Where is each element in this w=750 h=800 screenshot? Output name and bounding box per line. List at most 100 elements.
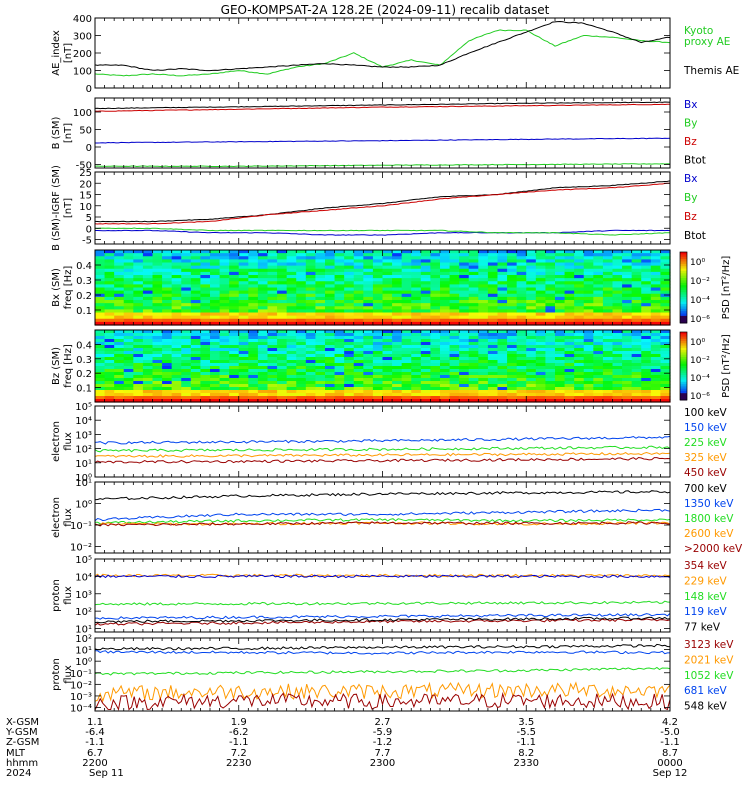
legend-entry: 229 keV (684, 575, 728, 587)
y-tick-label: 10⁻² (70, 680, 92, 691)
x-table-value: -1.1 (516, 737, 536, 748)
legend-entry: 1350 keV (684, 498, 734, 510)
y-tick-label: 0.1 (76, 306, 92, 317)
x-table-value: 2230 (226, 758, 251, 769)
y-tick-label: 20 (79, 179, 92, 190)
series-elec_low-3 (94, 456, 671, 464)
x-table-value: 4.2 (662, 717, 678, 728)
y-tick-label: 300 (73, 32, 92, 43)
colorbar-tick-label: 10⁻⁴ (690, 374, 710, 384)
legend-entry: 354 keV (684, 560, 728, 572)
legend-entry: 450 keV (684, 467, 728, 479)
legend-entry: 2600 keV (684, 528, 734, 540)
panel-bxspec: 10⁰ 10⁻² 10⁻⁴ 10⁻⁶ PSD [nT²/Hz] 0.1 0.2 0.3 0.4 B… (51, 249, 732, 326)
legend-entry: 77 keV (684, 622, 721, 634)
spectrogram-bxspec (95, 250, 671, 326)
panel-bzspec: 10⁰ 10⁻² 10⁻⁴ 10⁻⁶ PSD [nT²/Hz] 0.1 0.2 0.3 0.4 B… (51, 329, 732, 403)
legend-entry: 700 keV (684, 483, 728, 495)
y-tick-label: 0 (86, 143, 92, 154)
y-tick-label: 0.2 (76, 369, 92, 380)
legend-entry: 1052 keV (684, 670, 734, 682)
legend-entry: Bx (684, 99, 697, 111)
y-tick-label: 0.4 (76, 340, 92, 351)
y-tick-label: 10⁴ (75, 416, 92, 427)
y-tick-label: 10⁻³ (70, 692, 92, 703)
x-table-value: 2330 (514, 758, 539, 769)
colorbar-tick-label: 10⁻⁶ (690, 392, 710, 402)
x-table-value: -1.1 (85, 737, 105, 748)
series-bsm-1 (94, 103, 670, 112)
x-table-value: -1.2 (373, 737, 393, 748)
x-table-value: 2.7 (375, 717, 391, 728)
y-tick-label: 10⁰ (75, 500, 92, 511)
panel-frame (94, 17, 671, 89)
y-tick-label: 25 (79, 168, 92, 179)
series-bdiff-1 (94, 182, 670, 225)
y-tick-label: 200 (73, 49, 92, 60)
series-prot_low-5 (94, 616, 671, 624)
colorbar-tick-label: 10⁻² (690, 277, 710, 287)
legend-entry: 119 keV (684, 606, 728, 618)
x-table-value: 1.1 (87, 717, 103, 728)
y-tick-label: 0 (86, 224, 92, 235)
x-table-value: -6.4 (85, 727, 105, 738)
y-tick-label: 0.2 (76, 291, 92, 302)
series-elec_high-0 (94, 490, 671, 501)
y-axis-label: freq [Hz] (63, 266, 74, 310)
y-axis-label: electron (51, 497, 62, 538)
x-table-value: 2200 (82, 758, 107, 769)
y-tick-label: 15 (79, 191, 92, 202)
x-table-value: 0000 (657, 758, 682, 769)
series-bsm-0 (94, 101, 671, 110)
x-table-value: 8.7 (662, 748, 678, 759)
y-tick-label: 10⁻² (70, 543, 92, 554)
y-axis-label: electron (51, 421, 62, 462)
y-tick-label: 10³ (75, 430, 92, 441)
series-prot_high-3 (94, 681, 671, 703)
legend-entry: 148 keV (684, 591, 728, 603)
series-elec_high-1 (94, 508, 671, 522)
y-axis-label: B (SM)-IGRF (SM) (51, 165, 62, 251)
x-table-value: 6.7 (87, 748, 103, 759)
y-tick-label: 0 (86, 84, 92, 95)
y-tick-label: 50 (79, 126, 92, 137)
series-elec_high-4 (94, 521, 670, 527)
y-tick-label: 100 (73, 67, 92, 78)
legend-entry: Bz (684, 211, 697, 223)
y-axis-label: flux (63, 586, 74, 605)
y-tick-label: 100 (73, 108, 92, 119)
colorbar-bxspec (679, 251, 688, 324)
x-table-value: -6.2 (229, 727, 249, 738)
colorbar-label: PSD [nT²/Hz] (721, 334, 732, 398)
colorbar-label: PSD [nT²/Hz] (721, 256, 732, 320)
colorbar-tick-label: 10⁰ (690, 338, 705, 348)
series-prot_low-3 (95, 613, 671, 620)
y-tick-label: 10⁵ (75, 555, 92, 566)
series-elec_low-0 (94, 435, 671, 445)
series-elec_low-1 (94, 445, 671, 453)
y-tick-label: 10⁻¹ (70, 521, 92, 532)
x-table-value: 7.7 (375, 748, 391, 759)
legend-entry: proxy AE (684, 36, 730, 48)
colorbar-tick-label: 10⁻² (690, 356, 710, 366)
panel-elec_low: 10⁰ 10¹ 10² 10³ 10⁴ 10⁵ electron flux 100 keV 150… (51, 402, 728, 484)
y-tick-label: 10¹ (75, 459, 92, 470)
y-tick-label: 10⁴ (75, 572, 92, 583)
y-tick-label: 10³ (75, 590, 92, 601)
y-tick-label: 0.4 (76, 261, 92, 272)
y-axis-label: B (SM) (51, 116, 62, 149)
legend-entry: Kyoto (684, 25, 713, 37)
y-tick-label: 0.3 (76, 355, 92, 366)
x-table-value: -5.0 (660, 727, 680, 738)
x-table-value: 7.2 (231, 748, 247, 759)
y-axis-label: Bx (SM) (51, 268, 62, 307)
y-tick-label: -5 (82, 236, 92, 247)
x-table-row-label: hhmm (6, 758, 38, 769)
legend-entry: 1800 keV (684, 513, 734, 525)
x-table-value: Sep 12 (653, 768, 688, 779)
y-axis-label: flux (63, 432, 74, 451)
x-table-row-label: X-GSM (6, 717, 39, 728)
